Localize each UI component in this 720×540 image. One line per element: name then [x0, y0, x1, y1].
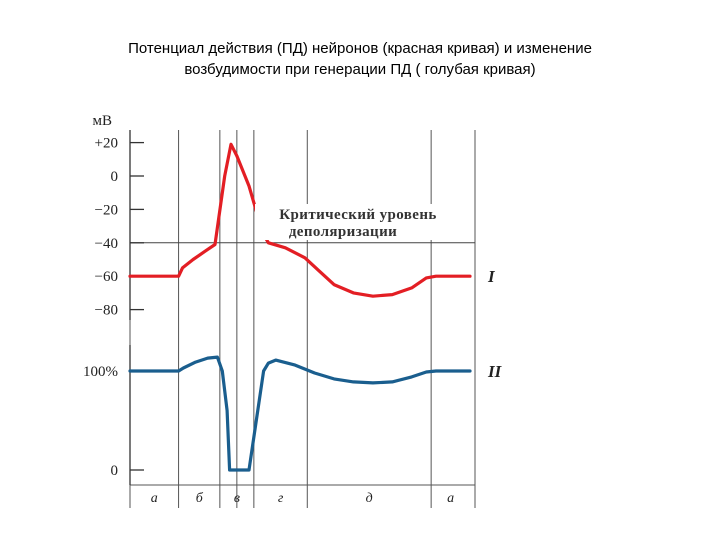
phase-label-5: а: [447, 491, 454, 506]
phase-label-2: в: [234, 491, 240, 506]
excitability-tick-label-0: 100%: [83, 364, 118, 380]
membrane-tick-label-0: +20: [95, 136, 118, 152]
series-line-II: [128, 355, 472, 472]
curve-layer: [128, 142, 472, 472]
series-label-I: I: [487, 267, 496, 286]
membrane-tick-label-2: −20: [95, 202, 118, 218]
slide-title: Потенциал действия (ПД) нейронов (красна…: [40, 38, 680, 80]
threshold-annotation-line-1: Критический уровень: [279, 207, 436, 223]
phase-label-4: д: [366, 491, 373, 506]
phase-label-3: г: [278, 491, 284, 506]
membrane-tick-label-3: −40: [95, 236, 118, 252]
title-line-2: возбудимости при генерации ПД ( голубая …: [184, 61, 536, 78]
series-label-II: II: [487, 362, 503, 381]
membrane-tick-label-1: 0: [111, 169, 119, 185]
phase-label-0: а: [151, 491, 158, 506]
title-line-1: Потенциал действия (ПД) нейронов (красна…: [128, 40, 592, 57]
phase-label-1: б: [196, 491, 204, 506]
excitability-tick-label-1: 0: [111, 463, 119, 479]
membrane-tick-label-5: −80: [95, 303, 118, 319]
membrane-tick-label-4: −60: [95, 269, 118, 285]
threshold-annotation-backing: [255, 204, 465, 240]
axis-layer: +20 0 −20 −40 −60 −80 мВ 100% 0: [83, 113, 144, 485]
grid-layer: [129, 130, 476, 508]
threshold-annotation-line-2: деполяризации: [289, 224, 397, 240]
membrane-axis-unit: мВ: [93, 113, 113, 129]
